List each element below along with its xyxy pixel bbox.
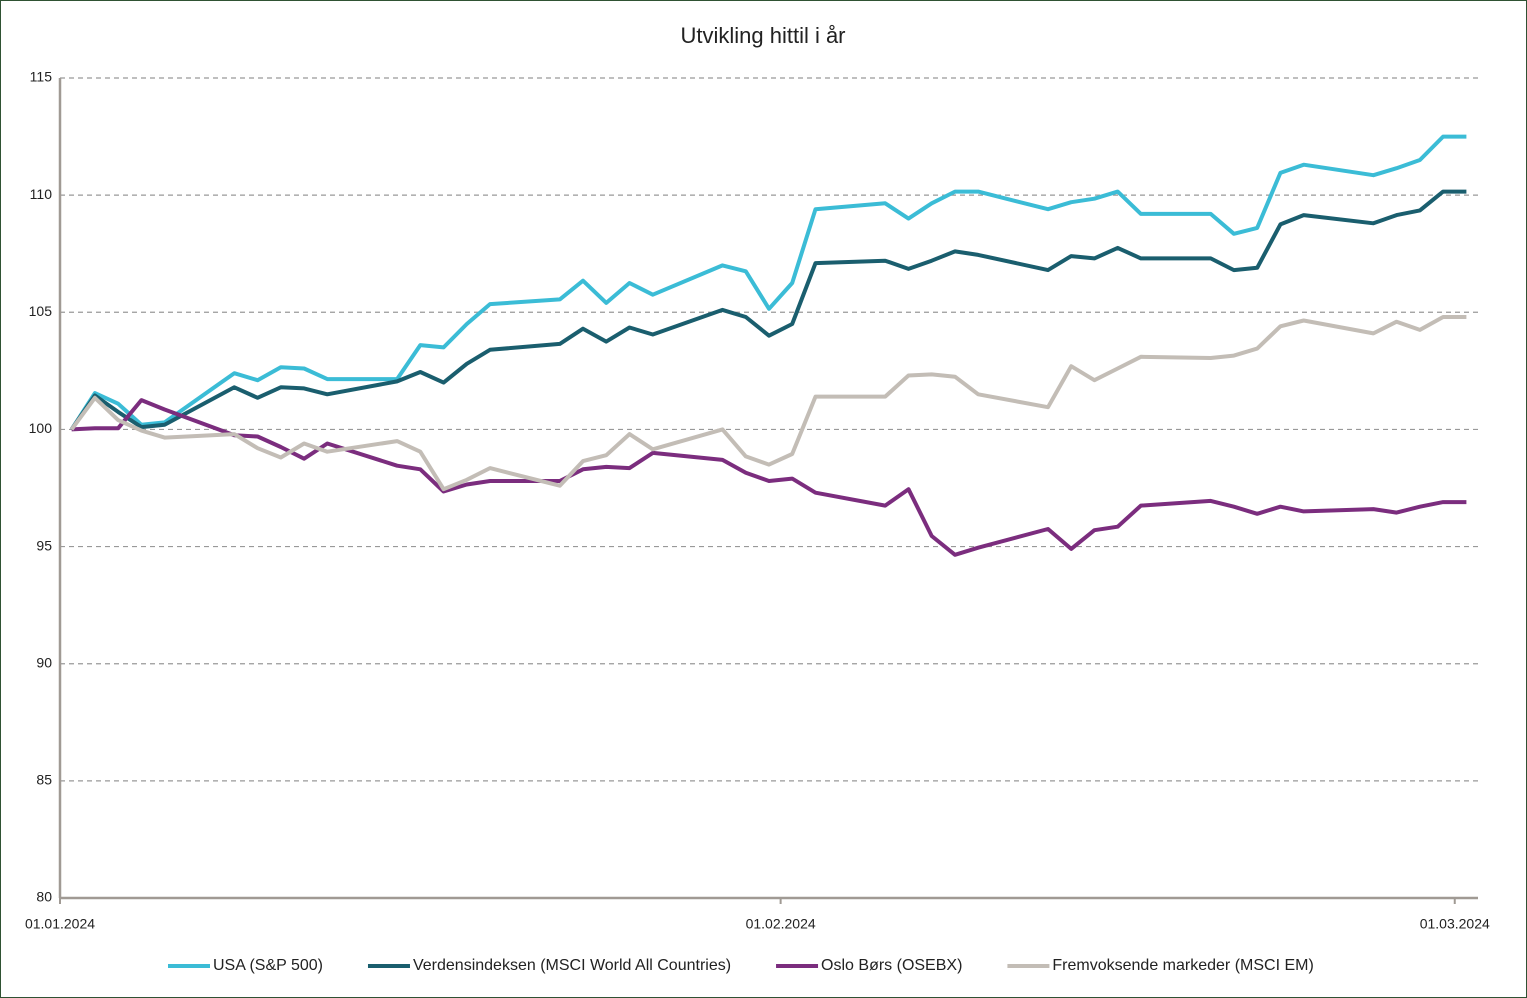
legend-label: Oslo Børs (OSEBX) xyxy=(821,957,962,974)
data-line xyxy=(69,189,1467,431)
y-tick-label: 110 xyxy=(30,186,53,202)
legend-label: USA (S&P 500) xyxy=(213,957,323,974)
y-tick-label: 90 xyxy=(36,654,52,670)
y-tick-label: 115 xyxy=(30,69,53,85)
x-tick-label: 01.03.2024 xyxy=(1420,916,1490,932)
chart-title: Utvikling hittil i år xyxy=(680,23,845,48)
data-line xyxy=(69,134,1467,431)
legend-label: Verdensindeksen (MSCI World All Countrie… xyxy=(413,957,731,974)
y-tick-label: 85 xyxy=(36,772,52,788)
y-tick-label: 105 xyxy=(29,303,53,319)
data-line xyxy=(69,315,1467,492)
y-tick-label: 80 xyxy=(36,889,52,905)
x-tick-label: 01.01.2024 xyxy=(25,916,95,932)
y-tick-label: 95 xyxy=(36,537,52,553)
legend-label: Fremvoksende markeder (MSCI EM) xyxy=(1052,957,1313,974)
y-tick-label: 100 xyxy=(29,420,53,436)
x-tick-label: 01.02.2024 xyxy=(746,916,816,932)
